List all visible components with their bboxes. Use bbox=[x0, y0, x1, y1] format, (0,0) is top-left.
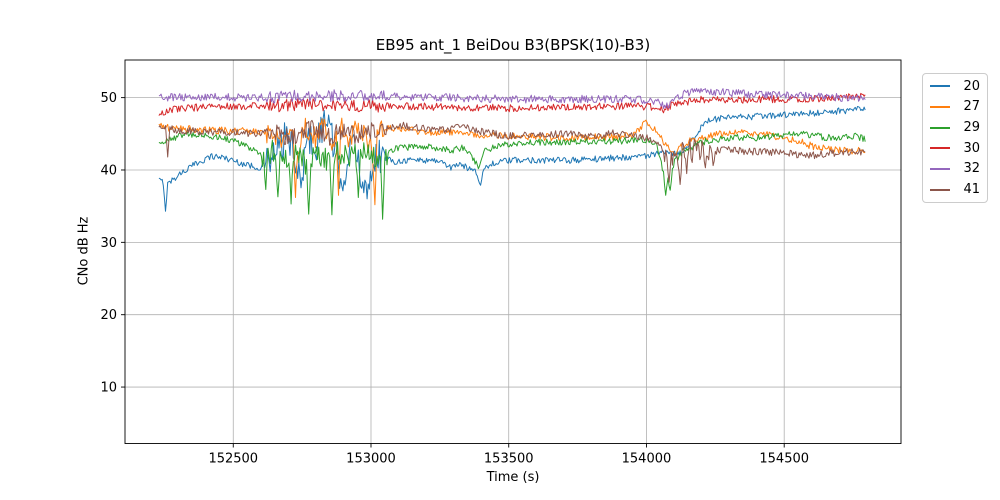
legend-item: 29 bbox=[923, 118, 987, 138]
legend-item: 27 bbox=[923, 97, 987, 117]
svg-text:153500: 153500 bbox=[484, 452, 534, 467]
legend-line-swatch bbox=[930, 85, 950, 88]
legend-line-swatch bbox=[930, 126, 950, 129]
svg-text:30: 30 bbox=[100, 236, 117, 251]
svg-text:20: 20 bbox=[100, 308, 117, 323]
legend-item: 30 bbox=[923, 138, 987, 158]
svg-text:152500: 152500 bbox=[208, 452, 258, 467]
legend-label: 29 bbox=[963, 120, 980, 136]
legend-line-swatch bbox=[930, 147, 950, 150]
svg-text:50: 50 bbox=[100, 91, 117, 106]
svg-text:154000: 154000 bbox=[622, 452, 672, 467]
x-axis-label: Time (s) bbox=[486, 470, 540, 485]
svg-text:153000: 153000 bbox=[346, 452, 396, 467]
y-axis-label: CNo dB Hz bbox=[76, 216, 92, 286]
legend: 20 27 29 30 32 41 bbox=[922, 73, 988, 203]
legend-item: 32 bbox=[923, 159, 987, 179]
svg-text:40: 40 bbox=[100, 163, 117, 178]
legend-line-swatch bbox=[930, 188, 950, 191]
legend-label: 30 bbox=[963, 140, 980, 156]
svg-text:10: 10 bbox=[100, 381, 117, 396]
svg-text:154500: 154500 bbox=[759, 452, 809, 467]
legend-line-swatch bbox=[930, 167, 950, 170]
legend-label: 27 bbox=[963, 99, 980, 115]
legend-label: 41 bbox=[963, 182, 980, 198]
legend-line-swatch bbox=[930, 105, 950, 108]
legend-label: 20 bbox=[963, 78, 980, 94]
legend-label: 32 bbox=[963, 161, 980, 177]
legend-item: 41 bbox=[923, 180, 987, 200]
chart-title: EB95 ant_1 BeiDou B3(BPSK(10)-B3) bbox=[375, 36, 651, 54]
legend-item: 20 bbox=[923, 76, 987, 96]
